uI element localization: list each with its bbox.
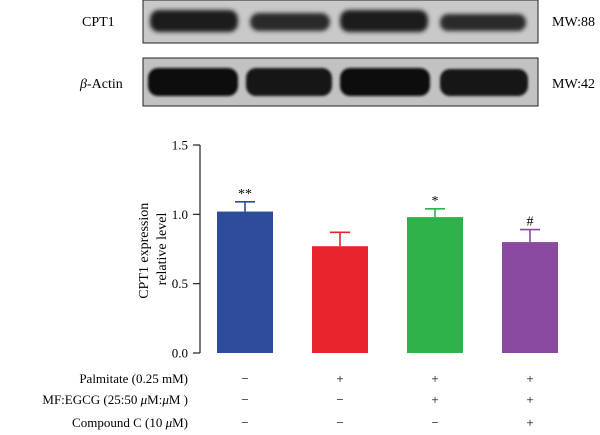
y-tick-label: 1.5 [172,138,188,153]
treatment-sign: − [241,392,248,407]
treatment-sign: − [336,415,343,430]
bar [407,217,463,353]
blot-actin-label: β-Actin [79,77,123,92]
blot-actin-band [340,68,430,96]
blot-cpt1-band [440,14,526,31]
y-tick-label: 0.0 [172,346,188,361]
y-tick-label: 0.5 [172,276,188,291]
treatment-label-mf-egcg: MF:EGCG (25:50 μM:μM ) [42,392,188,407]
blot-cpt1-label: CPT1 [82,15,115,30]
bar [217,211,273,353]
treatment-sign: + [526,392,533,407]
y-tick-label: 1.0 [172,207,188,222]
blot-cpt1-band [150,10,238,32]
treatment-sign: + [431,392,438,407]
y-axis-label: CPT1 expression relative level [137,199,170,299]
significance-mark: * [432,194,439,209]
treatment-sign: + [431,371,438,386]
treatment-label-compound-c: Compound C (10 μM) [72,415,188,430]
bar-chart: 0.0 0.5 1.0 1.5 CPT1 expression relative le… [137,138,558,361]
blot-actin-band [148,68,238,96]
blot-actin-mw: MW:42 [552,77,595,92]
treatment-sign: − [431,415,438,430]
treatment-sign: − [241,415,248,430]
error-bars [235,201,540,247]
blot-cpt1 [142,0,539,44]
treatment-signs: − + + + − − + + − − − + [241,371,533,430]
treatment-sign: − [336,392,343,407]
y-ticks: 0.0 0.5 1.0 1.5 [172,138,200,361]
treatment-sign: + [336,371,343,386]
treatment-table: Palmitate (0.25 mM) MF:EGCG (25:50 μM:μM… [42,371,533,430]
bars [217,211,558,353]
significance-mark: ** [238,187,252,202]
blot-actin-band [246,68,332,96]
blot-actin-band [440,69,528,96]
treatment-sign: − [241,371,248,386]
y-axis-label-line-1: CPT1 expression [137,203,152,299]
y-axis-label-line-2: relative level [155,213,170,286]
bar [312,246,368,353]
treatment-sign: + [526,415,533,430]
significance-marks: ** *# [238,187,534,230]
blot-actin [142,57,539,107]
bar [502,242,558,353]
treatment-sign: + [526,371,533,386]
treatment-label-palmitate: Palmitate (0.25 mM) [79,371,188,386]
blot-cpt1-mw: MW:88 [552,15,595,30]
blot-cpt1-band [340,10,428,32]
significance-mark: # [527,215,534,230]
blot-cpt1-band [250,13,330,31]
